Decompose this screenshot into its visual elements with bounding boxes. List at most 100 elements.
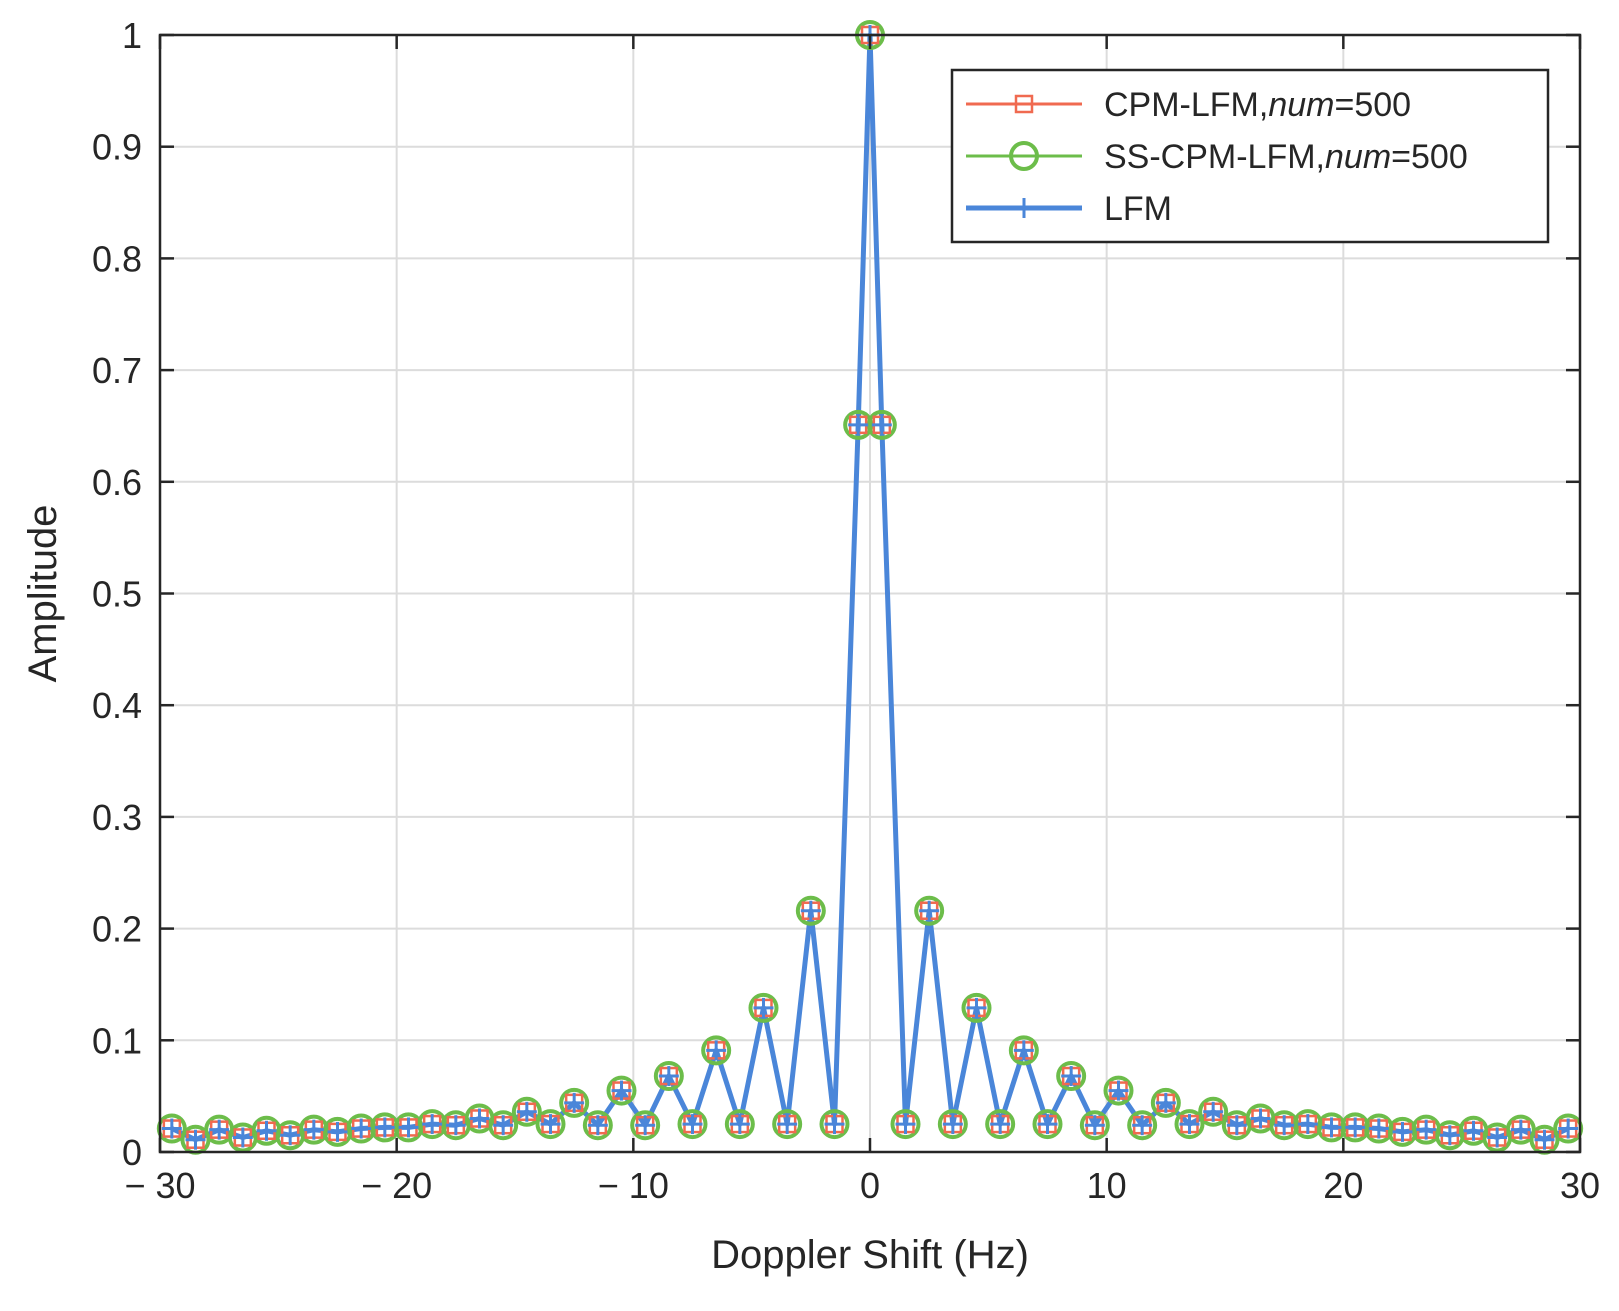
data-point <box>587 1115 608 1136</box>
data-point <box>1321 1117 1342 1138</box>
data-point <box>1463 1120 1484 1141</box>
legend-item: CPM-LFM,num=500 <box>966 86 1411 124</box>
data-point <box>327 1121 348 1142</box>
legend-label: CPM-LFM,num=500 <box>1104 86 1411 124</box>
data-point <box>256 1120 277 1141</box>
data-point <box>658 1066 679 1087</box>
data-point <box>1340 1112 1371 1143</box>
legend: CPM-LFM,num=500 SS-CPM-LFM,num=500 LFM <box>950 68 1550 244</box>
data-point <box>1368 1118 1389 1139</box>
data-point <box>1108 1080 1129 1101</box>
data-point <box>724 1109 755 1140</box>
data-point <box>1558 1118 1579 1139</box>
legend-marker <box>1014 94 1034 114</box>
data-point <box>582 1110 613 1141</box>
data-point <box>772 1109 803 1140</box>
data-point <box>1226 1115 1247 1136</box>
data-point <box>1392 1121 1413 1142</box>
data-point <box>701 1035 732 1066</box>
data-point <box>1056 1061 1087 1092</box>
data-point <box>843 409 874 440</box>
data-point <box>417 1109 448 1140</box>
data-point <box>1061 1066 1082 1087</box>
data-point <box>516 1101 537 1122</box>
data-point <box>848 414 869 435</box>
y-tick-label: 0.2 <box>92 909 142 950</box>
y-axis-title: Amplitude <box>21 505 65 683</box>
data-point <box>1250 1108 1271 1129</box>
data-point <box>1297 1114 1318 1135</box>
legend-label: LFM <box>1104 190 1172 228</box>
data-point <box>1008 1035 1039 1066</box>
x-tick-label: − 20 <box>361 1165 432 1206</box>
data-point <box>1269 1110 1300 1141</box>
data-point <box>748 992 779 1023</box>
y-tick-label: 0 <box>122 1132 142 1173</box>
data-point <box>445 1115 466 1136</box>
data-point <box>919 900 940 921</box>
data-point <box>232 1127 253 1148</box>
y-tick-label: 1 <box>122 15 142 56</box>
x-axis-title: Doppler Shift (Hz) <box>711 1233 1029 1277</box>
data-point <box>800 900 821 921</box>
data-point <box>611 1080 632 1101</box>
data-point <box>298 1114 329 1145</box>
data-point <box>682 1114 703 1135</box>
y-tick-label: 0.1 <box>92 1020 142 1061</box>
legend-marker <box>1009 141 1039 171</box>
y-tick-label: 0.5 <box>92 574 142 615</box>
data-point <box>1203 1101 1224 1122</box>
data-point <box>559 1087 590 1118</box>
data-point <box>606 1075 637 1106</box>
data-point <box>1345 1117 1366 1138</box>
data-point <box>1079 1110 1110 1141</box>
data-point <box>398 1117 419 1138</box>
data-point <box>630 1110 661 1141</box>
data-point <box>753 997 774 1018</box>
data-point <box>895 1114 916 1135</box>
data-point <box>653 1061 684 1092</box>
x-tick-label: − 10 <box>598 1165 669 1206</box>
data-point <box>351 1118 372 1139</box>
data-point <box>706 1040 727 1061</box>
y-tick-label: 0.9 <box>92 127 142 168</box>
ticks: − 30 − 20 − 10 0 10 20 30 0 0.1 0.2 0.3 0.4 0.5 0.6 0.… <box>92 15 1600 1206</box>
data-point <box>777 1114 798 1135</box>
data-point <box>1155 1092 1176 1113</box>
y-tick-label: 0.6 <box>92 462 142 503</box>
data-point <box>890 1109 921 1140</box>
legend-label: SS-CPM-LFM,num=500 <box>1104 138 1468 176</box>
x-tick-label: 0 <box>860 1165 880 1206</box>
data-point <box>1274 1115 1295 1136</box>
y-tick-label: 0.3 <box>92 797 142 838</box>
data-point <box>1127 1110 1158 1141</box>
data-point <box>937 1109 968 1140</box>
x-tick-label: 10 <box>1087 1165 1127 1206</box>
data-point <box>1534 1129 1555 1150</box>
data-point <box>990 1114 1011 1135</box>
data-point <box>1416 1119 1437 1140</box>
data-point <box>1132 1115 1153 1136</box>
data-point <box>209 1119 230 1140</box>
legend-item: LFM <box>966 190 1172 228</box>
x-tick-label: − 30 <box>124 1165 195 1206</box>
data-point <box>374 1117 395 1138</box>
data-point <box>1084 1115 1105 1136</box>
legend-marker <box>1014 198 1034 218</box>
data-point <box>1013 1040 1034 1061</box>
x-tick-label: 20 <box>1323 1165 1363 1206</box>
data-point <box>185 1129 206 1150</box>
data-point <box>1510 1119 1531 1140</box>
data-point <box>677 1109 708 1140</box>
data-point <box>161 1118 182 1139</box>
data-point <box>1150 1087 1181 1118</box>
data-point <box>819 1109 850 1140</box>
data-point <box>1037 1114 1058 1135</box>
legend-item: SS-CPM-LFM,num=500 <box>966 138 1468 176</box>
data-point <box>1487 1127 1508 1148</box>
data-point <box>535 1109 566 1140</box>
data-point <box>635 1115 656 1136</box>
data-point <box>564 1092 585 1113</box>
